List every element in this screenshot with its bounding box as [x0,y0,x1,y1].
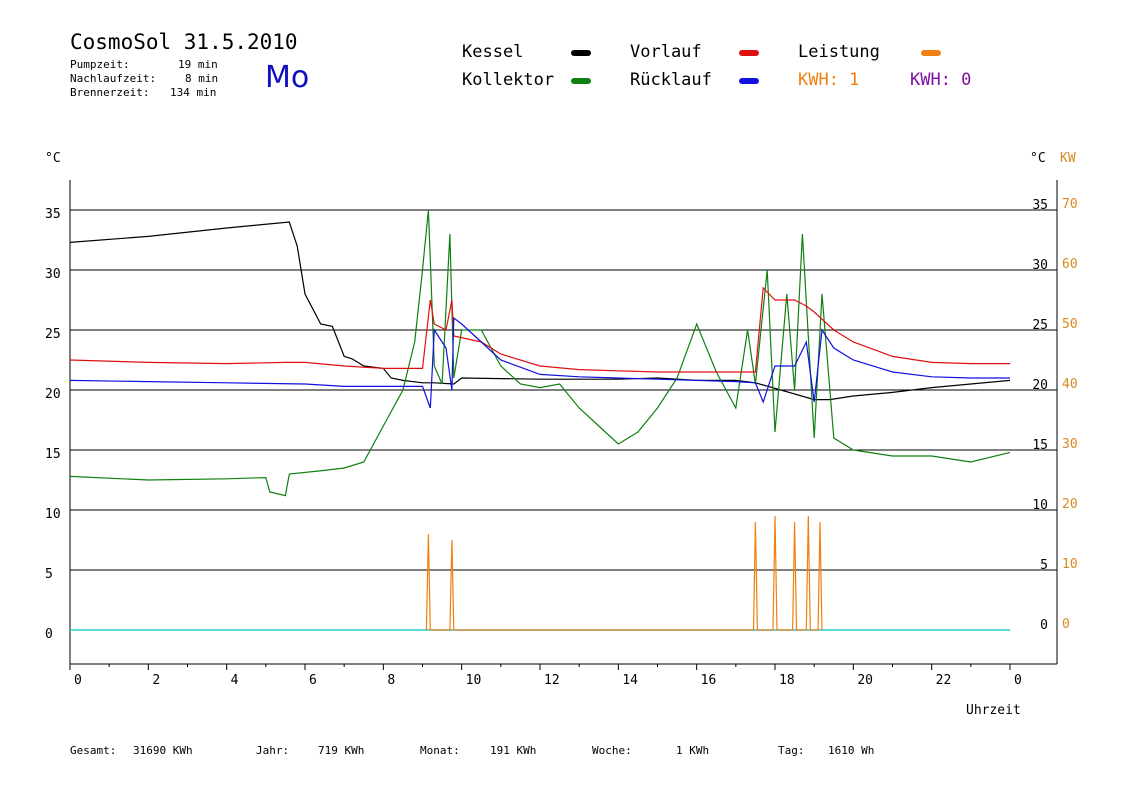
stat-brennerzeit: Brennerzeit: 134 min [70,86,217,99]
footer-woche: Woche: 1 KWh [592,744,710,757]
y-tick-label-kw: 30 [1062,437,1078,452]
x-tick-label: 20 [857,673,873,688]
y-tick-label-left: 20 [45,387,61,402]
x-tick-label: 6 [309,673,317,688]
series-line-leistung [425,515,823,631]
y-tick-label-kw: 50 [1062,317,1078,332]
y-tick-label-right: 25 [1032,318,1048,333]
y-tick-label-left: 30 [45,267,61,282]
stat-pumpzeit: Pumpzeit: 19 min [70,58,218,71]
stat-nachlaufzeit: Nachlaufzeit: 8 min [70,72,219,85]
y-tick-label-kw: 70 [1062,197,1078,212]
y-tick-label-kw: 10 [1062,557,1078,572]
x-tick-label: 12 [544,673,560,688]
series-line-rcklauf [69,316,1010,409]
y-tick-label-left: 35 [45,207,61,222]
footer-tag: Tag: 1610 Wh [778,744,875,757]
x-tick-label: 18 [779,673,795,688]
y-axis-label-right: °C [1030,151,1046,166]
legend-kwh-orange: KWH: 1 [798,70,860,90]
y-tick-label-left: 0 [45,627,53,642]
y-tick-label-left: 15 [45,447,61,462]
y-tick-label-right: 5 [1040,558,1048,573]
y-tick-label-right: 20 [1032,378,1048,393]
y-tick-label-left: 5 [45,567,53,582]
footer-gesamt: Gesamt: 31690 KWh [70,744,193,757]
legend-ruecklauf-swatch [739,78,759,84]
chart-title: CosmoSol 31.5.2010 [70,30,298,54]
x-tick-label: 8 [387,673,395,688]
legend-kollektor-label: Kollektor [462,70,555,90]
y-tick-label-kw: 0 [1062,617,1070,632]
y-tick-label-right: 15 [1032,438,1048,453]
x-axis-label: Uhrzeit [966,703,1021,718]
x-tick-label: 22 [936,673,952,688]
series-line-vorlauf [69,286,1010,373]
legend-vorlauf-swatch [739,50,759,56]
series-line-kessel [69,221,1011,401]
legend-vorlauf-label: Vorlauf [630,42,702,62]
y-tick-label-kw: 60 [1062,257,1078,272]
x-tick-label: 0 [1014,673,1022,688]
legend-kwh-purple: KWH: 0 [910,70,972,90]
y-tick-label-right: 10 [1032,498,1048,513]
x-tick-label: 2 [152,673,160,688]
y-tick-label-kw: 40 [1062,377,1078,392]
x-tick-label: 4 [231,673,239,688]
y-tick-label-left: 10 [45,507,61,522]
legend-leistung-swatch [921,50,941,56]
y-tick-label-right: 30 [1032,258,1048,273]
x-tick-label: 10 [466,673,482,688]
legend-kessel-swatch [571,50,591,56]
y-tick-label-right: 0 [1040,618,1048,633]
x-tick-label: 14 [622,673,638,688]
footer-monat: Monat: 191 KWh [420,744,537,757]
y-tick-label-kw: 20 [1062,497,1078,512]
y-tick-label-right: 35 [1032,198,1048,213]
x-tick-label: 16 [701,673,717,688]
series-line-kollektor [69,209,1011,497]
legend-ruecklauf-label: Rücklauf [630,70,712,90]
y-axis-label-left: °C [45,151,61,166]
weekday-label: Mo [265,60,310,95]
x-tick-label: 0 [74,673,82,688]
legend-kessel-label: Kessel [462,42,524,62]
y-axis-label-kw: KW [1060,151,1076,166]
footer-jahr: Jahr: 719 KWh [256,744,365,757]
legend-kollektor-swatch [571,78,591,84]
legend-leistung-label: Leistung [798,42,880,62]
y-tick-label-left: 25 [45,327,61,342]
